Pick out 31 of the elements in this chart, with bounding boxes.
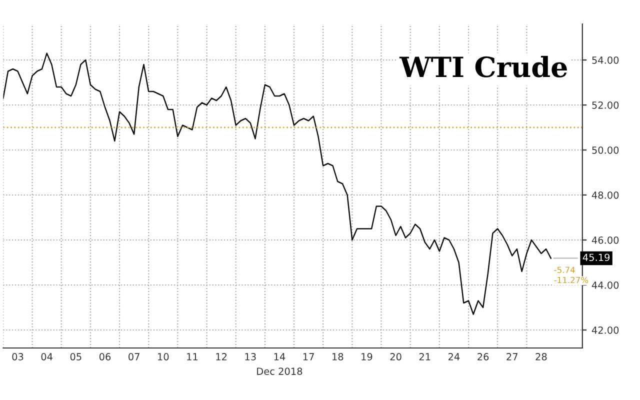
x-tick-label: 21 [419,353,430,360]
x-tick-label: 18 [332,353,344,360]
x-tick-label: 05 [70,353,82,360]
x-tick-label: 17 [303,353,314,360]
y-tick-label: 42.00 [592,326,619,334]
annotation: -5.74 [554,266,575,274]
x-axis-title: Dec 2018 [257,368,302,375]
x-tick-label: 10 [158,353,169,360]
x-tick-label: 26 [478,353,489,360]
y-tick-label: 46.00 [592,236,619,244]
annotation: 45.19 [582,254,610,262]
x-tick-label: 20 [390,353,402,360]
x-tick-label: 28 [536,353,547,360]
x-tick-label: 14 [274,353,286,360]
y-tick-label: 48.00 [592,191,619,199]
x-tick-label: 07 [128,353,140,360]
y-tick-label: 54.00 [592,56,619,64]
x-tick-label: 19 [362,353,372,360]
x-tick-label: 12 [216,353,227,360]
x-tick-label: 04 [41,353,52,360]
x-tick-label: 27 [506,353,518,360]
y-tick-label: 52.00 [592,101,619,109]
x-tick-label: 03 [12,353,24,360]
x-tick-label: 13 [245,353,256,360]
x-tick-label: 24 [448,353,460,360]
y-tick-label: 50.00 [592,146,619,154]
y-tick-label: 44.00 [592,281,619,289]
x-tick-label: 06 [99,353,111,360]
text: WTI Crude [399,56,567,78]
annotation: -11.27% [554,276,588,284]
x-tick-label: 11 [187,353,198,360]
